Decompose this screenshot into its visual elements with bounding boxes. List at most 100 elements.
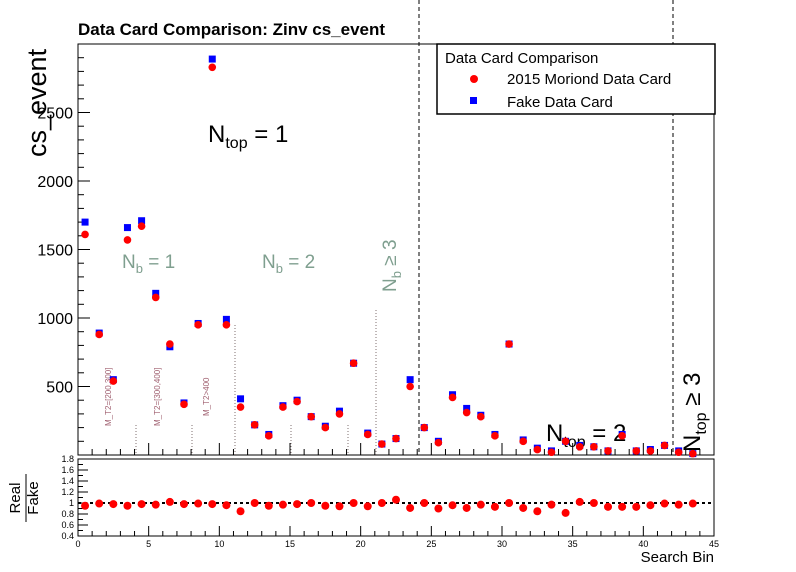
moriond-point <box>547 448 556 457</box>
ratio-xtick-label: 20 <box>356 539 366 549</box>
ratio-point <box>349 499 358 507</box>
fake-point <box>123 224 131 232</box>
moriond-point <box>604 447 612 455</box>
ratio-point <box>165 497 174 506</box>
moriond-point <box>166 340 174 348</box>
ratio-ytick-label: 0.6 <box>61 520 74 530</box>
ratio-xtick-label: 30 <box>497 539 507 549</box>
moriond-point <box>250 421 259 429</box>
ratio-ytick-label: 0.4 <box>61 531 74 541</box>
moriond-point <box>590 442 598 451</box>
ratio-point <box>293 500 302 509</box>
mt2-label-2: M_T2=[300,400] <box>153 368 162 426</box>
ratio-ytick-label: 0.8 <box>61 509 74 519</box>
moriond-point <box>194 321 202 329</box>
moriond-point <box>236 403 245 411</box>
moriond-point <box>378 440 386 448</box>
chart-title: Data Card Comparison: Zinv cs_event <box>78 20 385 39</box>
legend-title: Data Card Comparison <box>445 50 598 67</box>
ratio-point <box>618 502 627 511</box>
ratio-point <box>575 497 584 506</box>
fake-point <box>138 217 146 225</box>
ratio-point <box>95 499 104 508</box>
legend-marker-moriond <box>470 75 478 83</box>
moriond-point <box>434 438 443 447</box>
ratio-point <box>448 501 457 510</box>
moriond-point <box>349 359 358 368</box>
ratio-ytick-label: 1.8 <box>61 454 74 464</box>
ratio-point <box>264 501 273 510</box>
ratio-point <box>660 499 669 508</box>
fake-point <box>406 376 414 384</box>
ratio-point <box>434 504 443 513</box>
ratio-ytick-label: 1.4 <box>61 476 74 486</box>
ratio-xtick-label: 35 <box>568 539 578 549</box>
ratio-point <box>547 500 556 509</box>
nb2-label: Nb = 2 <box>262 252 315 276</box>
ratio-xtick-label: 25 <box>426 539 436 549</box>
ratio-point <box>505 499 514 507</box>
ntop1-label: Ntop = 1 <box>208 121 288 152</box>
moriond-point <box>561 437 570 446</box>
ratio-point <box>420 499 429 507</box>
moriond-point <box>448 393 457 402</box>
moriond-point <box>363 430 372 439</box>
ratio-point <box>646 501 655 510</box>
mt2-label-3: M_T2>400 <box>202 377 211 416</box>
ratio-point <box>151 500 160 509</box>
ratio-point <box>250 499 259 507</box>
moriond-point <box>491 432 499 440</box>
ratio-point <box>476 500 485 509</box>
ratio-point <box>406 503 415 512</box>
moriond-point <box>321 423 330 432</box>
ratio-xtick-label: 0 <box>75 539 80 549</box>
ratio-point <box>519 503 528 512</box>
moriond-point <box>81 230 89 239</box>
ratio-ytick-label: 1.2 <box>61 487 74 497</box>
moriond-point <box>265 432 273 440</box>
fake-point <box>222 315 230 323</box>
moriond-point <box>519 437 527 446</box>
ratio-point <box>561 508 570 517</box>
moriond-point <box>95 330 103 339</box>
nb1-label: Nb = 1 <box>122 252 175 276</box>
ratio-point <box>321 501 330 510</box>
fake-point <box>81 218 89 226</box>
ratio-point <box>632 502 641 511</box>
ratio-point <box>688 499 697 508</box>
mt2-label-1: M_T2=[200,300] <box>104 368 113 426</box>
ratio-point <box>490 502 499 511</box>
ratio-xtick-label: 5 <box>146 539 151 549</box>
ratio-point <box>363 502 372 511</box>
ratio-point <box>278 500 287 509</box>
moriond-point <box>632 447 641 455</box>
ratio-point <box>462 503 471 512</box>
moriond-point <box>392 434 400 443</box>
main-ytick-label: 2500 <box>37 106 73 123</box>
main-ytick-label: 2000 <box>37 174 73 191</box>
moriond-point <box>123 236 132 244</box>
ratio-point <box>392 495 400 504</box>
ratio-point <box>194 499 203 508</box>
moriond-point <box>462 408 471 417</box>
ratio-point <box>533 507 542 516</box>
moriond-point <box>575 442 584 451</box>
ratio-point <box>81 501 90 510</box>
ratio-ylabel: Real Fake <box>7 474 42 522</box>
ratio-point <box>123 501 132 510</box>
moriond-point <box>533 445 542 454</box>
fake-point <box>208 55 216 63</box>
moriond-point <box>646 447 655 455</box>
moriond-point <box>180 400 188 409</box>
legend-box <box>436 43 716 115</box>
ratio-point <box>208 500 217 509</box>
main-ylabel: cs_event <box>22 48 52 157</box>
ratio-ytick-label: 1 <box>69 498 74 508</box>
fake-point <box>463 404 471 412</box>
ratio-point <box>674 500 683 509</box>
ratio-point <box>236 507 245 516</box>
ratio-point <box>109 500 118 509</box>
main-ytick-label: 1500 <box>37 243 73 260</box>
legend: Data Card Comparison 2015 Moriond Data C… <box>436 43 716 115</box>
